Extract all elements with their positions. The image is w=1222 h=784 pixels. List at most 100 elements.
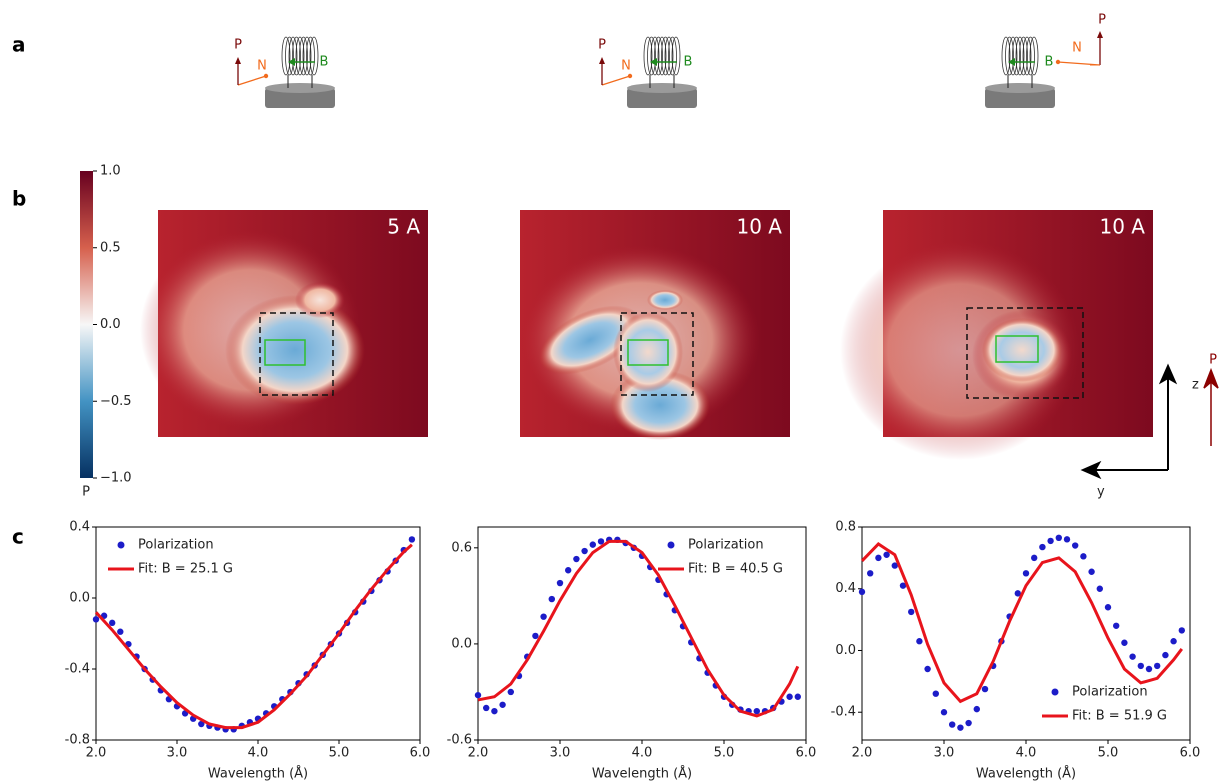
- heatmap: [140, 210, 428, 437]
- data-point: [1023, 570, 1029, 576]
- data-point: [1129, 653, 1135, 659]
- x-axis-label: Wavelength (Å): [208, 766, 308, 782]
- colorbar-tick-label: 1.0: [100, 164, 121, 179]
- y-tick-label: 0.4: [835, 581, 856, 596]
- heatmap: [520, 210, 790, 440]
- y-tick-label: -0.8: [65, 733, 90, 748]
- diagram-label: B: [684, 55, 693, 70]
- data-point: [109, 620, 115, 626]
- data-point: [859, 589, 865, 595]
- data-point: [1113, 623, 1119, 629]
- data-point: [573, 556, 579, 562]
- x-tick-label: 5.0: [714, 746, 735, 761]
- y-tick-label: -0.4: [831, 705, 856, 720]
- x-tick-label: 5.0: [329, 746, 350, 761]
- data-point: [483, 705, 489, 711]
- figure: a b c 5 A 10 A 10 A P z: [0, 0, 1222, 784]
- data-point: [409, 536, 415, 542]
- data-point: [581, 548, 587, 554]
- data-point: [875, 555, 881, 561]
- data-point: [557, 580, 563, 586]
- coil-base: [265, 83, 335, 93]
- data-point: [565, 567, 571, 573]
- diagram-label: N: [1072, 41, 1082, 56]
- data-point: [508, 689, 514, 695]
- n-arrow: [238, 76, 266, 85]
- x-tick-label: 4.0: [632, 746, 653, 761]
- data-point: [117, 629, 123, 635]
- data-point: [924, 666, 930, 672]
- legend-label: Fit: B = 51.9 G: [1072, 709, 1167, 724]
- image-label: 10 A: [737, 215, 783, 239]
- data-point: [1064, 536, 1070, 542]
- plot-frame: [96, 527, 420, 740]
- data-point: [1097, 586, 1103, 592]
- data-point: [491, 708, 497, 714]
- coil-base: [627, 83, 697, 93]
- diagram-label: N: [621, 59, 631, 74]
- data-point: [908, 609, 914, 615]
- x-tick-label: 6.0: [410, 746, 431, 761]
- data-point: [754, 708, 760, 714]
- data-point: [93, 616, 99, 622]
- data-point: [1105, 604, 1111, 610]
- colorbar-tick-label: −0.5: [100, 394, 132, 409]
- n-arrow-head: [264, 74, 268, 78]
- data-point: [974, 706, 980, 712]
- colorbar-tick-label: 0.0: [100, 317, 121, 332]
- y-tick-label: 0.4: [69, 520, 90, 535]
- image-label: 10 A: [1100, 215, 1146, 239]
- colorbar-tick-label: −1.0: [100, 471, 132, 486]
- data-point: [590, 541, 596, 547]
- x-axis-label: Wavelength (Å): [592, 766, 692, 782]
- panel-label: c: [12, 525, 24, 549]
- n-arrow-head: [628, 74, 632, 78]
- data-point: [1080, 553, 1086, 559]
- diagram-label: N: [257, 59, 267, 74]
- y-tick-label: 0.8: [835, 520, 856, 535]
- data-point: [1088, 569, 1094, 575]
- x-tick-label: 3.0: [934, 746, 955, 761]
- diagram-label: P: [598, 38, 606, 53]
- data-point: [1039, 544, 1045, 550]
- data-point: [1138, 663, 1144, 669]
- y-tick-label: 0.0: [835, 643, 856, 658]
- data-point: [1072, 542, 1078, 548]
- colorbar-tick-label: 0.5: [100, 240, 121, 255]
- panel-label: b: [12, 187, 26, 211]
- legend-label: Polarization: [1072, 685, 1148, 700]
- data-point: [475, 692, 481, 698]
- legend-label: Fit: B = 25.1 G: [138, 562, 233, 577]
- axis-label: z: [1192, 378, 1199, 393]
- polarization-arrow: [1204, 370, 1218, 446]
- x-tick-label: 3.0: [550, 746, 571, 761]
- data-point: [1170, 638, 1176, 644]
- data-point: [1162, 652, 1168, 658]
- x-tick-label: 6.0: [1180, 746, 1201, 761]
- diagram-label: P: [1098, 13, 1106, 28]
- panel-label: a: [12, 33, 26, 57]
- colorbar-label: P: [82, 485, 90, 500]
- diagram-label: P: [234, 38, 242, 53]
- data-point: [1056, 535, 1062, 541]
- fit-line: [862, 544, 1182, 701]
- data-point: [786, 694, 792, 700]
- data-point: [949, 721, 955, 727]
- coil-base: [985, 83, 1055, 93]
- diagram-label: B: [1045, 55, 1054, 70]
- data-point: [1121, 640, 1127, 646]
- data-point: [1154, 663, 1160, 669]
- x-tick-label: 2.0: [468, 746, 489, 761]
- diagram-label: B: [320, 55, 329, 70]
- data-point: [957, 724, 963, 730]
- data-point: [1047, 538, 1053, 544]
- n-arrow-head: [1056, 60, 1060, 64]
- data-point: [598, 538, 604, 544]
- data-point: [982, 686, 988, 692]
- x-tick-label: 2.0: [86, 746, 107, 761]
- data-point: [916, 638, 922, 644]
- p-arrow-head: [1097, 31, 1103, 38]
- y-tick-label: 0.0: [451, 636, 472, 651]
- data-point: [540, 613, 546, 619]
- data-point: [933, 690, 939, 696]
